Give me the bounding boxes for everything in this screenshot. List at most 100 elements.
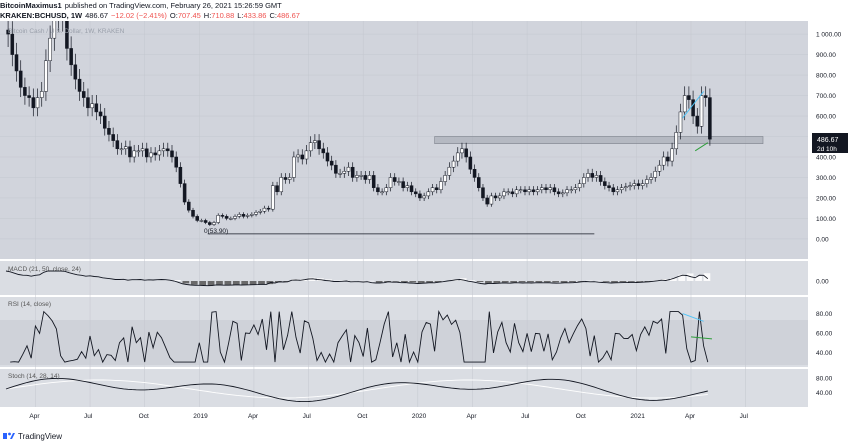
macd-bar: [611, 281, 618, 283]
y-tick-label: 900.00: [816, 52, 836, 59]
candle: [250, 214, 254, 216]
candle: [645, 179, 649, 184]
macd-bar: [207, 281, 215, 286]
resistance-zone-group: [434, 136, 764, 144]
candle: [443, 175, 447, 182]
candle: [434, 187, 439, 190]
tradingview-logo-icon: [3, 432, 15, 439]
x-tick-label: 2021: [630, 413, 645, 420]
y-tick-label: 100.00: [816, 216, 836, 223]
candle: [132, 150, 136, 158]
chart-canvas[interactable]: 1 000.00900.00800.00700.00600.00500.0040…: [0, 21, 850, 429]
candle: [279, 177, 284, 193]
candle: [317, 140, 321, 150]
rsi-group: [10, 310, 713, 364]
grid-lines: [0, 21, 808, 407]
candle: [481, 187, 485, 199]
y-axis[interactable]: 1 000.00900.00800.00700.00600.00500.0040…: [816, 32, 842, 398]
candle: [136, 150, 141, 153]
candle: [691, 99, 695, 117]
macd-bar: [594, 280, 602, 282]
candle: [359, 175, 363, 177]
candles-group: [6, 21, 712, 227]
macd-bar: [375, 281, 383, 283]
candle: [287, 177, 292, 180]
macd-bar: [518, 281, 526, 283]
candle: [636, 183, 641, 186]
candle: [191, 209, 195, 217]
candle: [321, 148, 326, 154]
x-axis[interactable]: Apr Jul Oct 2019 Apr Jul Oct 2020 Apr Jul Oct 2021 A…: [29, 413, 748, 420]
candle: [653, 171, 658, 178]
macd-bar: [333, 280, 341, 282]
candle: [157, 150, 162, 156]
y-tick-label: 300.00: [816, 175, 836, 182]
candle: [371, 175, 376, 188]
candle: [308, 142, 313, 152]
y-tick-label: 0.00: [816, 236, 829, 243]
macd-bar: [485, 281, 492, 284]
candle: [451, 160, 456, 168]
candle: [367, 175, 372, 180]
candle: [187, 201, 191, 211]
macd-bar: [602, 281, 610, 282]
macd-title: MACD (21, 50, close, 24): [8, 266, 81, 273]
candle: [65, 21, 69, 49]
author-name[interactable]: BitcoinMaximus1: [0, 1, 62, 10]
macd-bar: [199, 281, 207, 286]
candle: [397, 181, 401, 183]
candle: [510, 191, 515, 195]
candle: [384, 187, 389, 193]
candle: [426, 191, 431, 197]
footer-brand[interactable]: TradingView: [18, 431, 63, 441]
candle: [31, 97, 36, 109]
y-tick-label: 200.00: [816, 195, 836, 202]
macd-bar: [434, 281, 442, 283]
candle: [203, 220, 208, 223]
candle: [514, 189, 519, 195]
candle: [405, 185, 410, 188]
x-tick-label: Oct: [139, 413, 149, 420]
candle: [674, 132, 679, 150]
high-value: 710.88: [211, 11, 235, 20]
candle: [115, 140, 120, 150]
candle: [590, 173, 594, 178]
candle: [212, 222, 216, 225]
last-price: 486.67: [85, 11, 109, 20]
candle: [619, 187, 624, 190]
stoch-tick-label: 80.00: [816, 376, 833, 383]
candle: [283, 177, 288, 180]
candle: [254, 212, 258, 215]
candle: [107, 128, 111, 135]
candle: [262, 207, 267, 212]
low-value: 433.86: [243, 11, 267, 20]
candle: [577, 183, 582, 188]
price-badge-countdown: 2d 10h: [817, 146, 837, 153]
candle: [703, 95, 708, 98]
x-tick-label: Apr: [29, 413, 40, 420]
candle: [338, 173, 342, 175]
candle: [573, 187, 578, 190]
macd-bar: [644, 281, 652, 282]
candle: [18, 70, 23, 88]
candle: [350, 166, 355, 178]
candle: [39, 91, 44, 98]
candle: [346, 166, 351, 172]
x-tick-label: 2020: [412, 413, 427, 420]
candle: [548, 187, 552, 190]
candle: [342, 171, 347, 174]
candle: [607, 185, 611, 188]
candle: [208, 222, 212, 225]
candle: [603, 181, 607, 186]
candle: [73, 64, 78, 80]
candle: [241, 214, 246, 217]
symbol-label[interactable]: KRAKEN:BCHUSD, 1W: [0, 11, 83, 20]
candle: [329, 160, 334, 166]
close-value: 486.67: [276, 11, 300, 20]
macd-bar: [510, 281, 518, 283]
candle: [615, 189, 620, 193]
candle: [519, 189, 523, 191]
candle: [628, 185, 632, 187]
candle: [464, 148, 468, 158]
macd-bar: [527, 281, 534, 283]
